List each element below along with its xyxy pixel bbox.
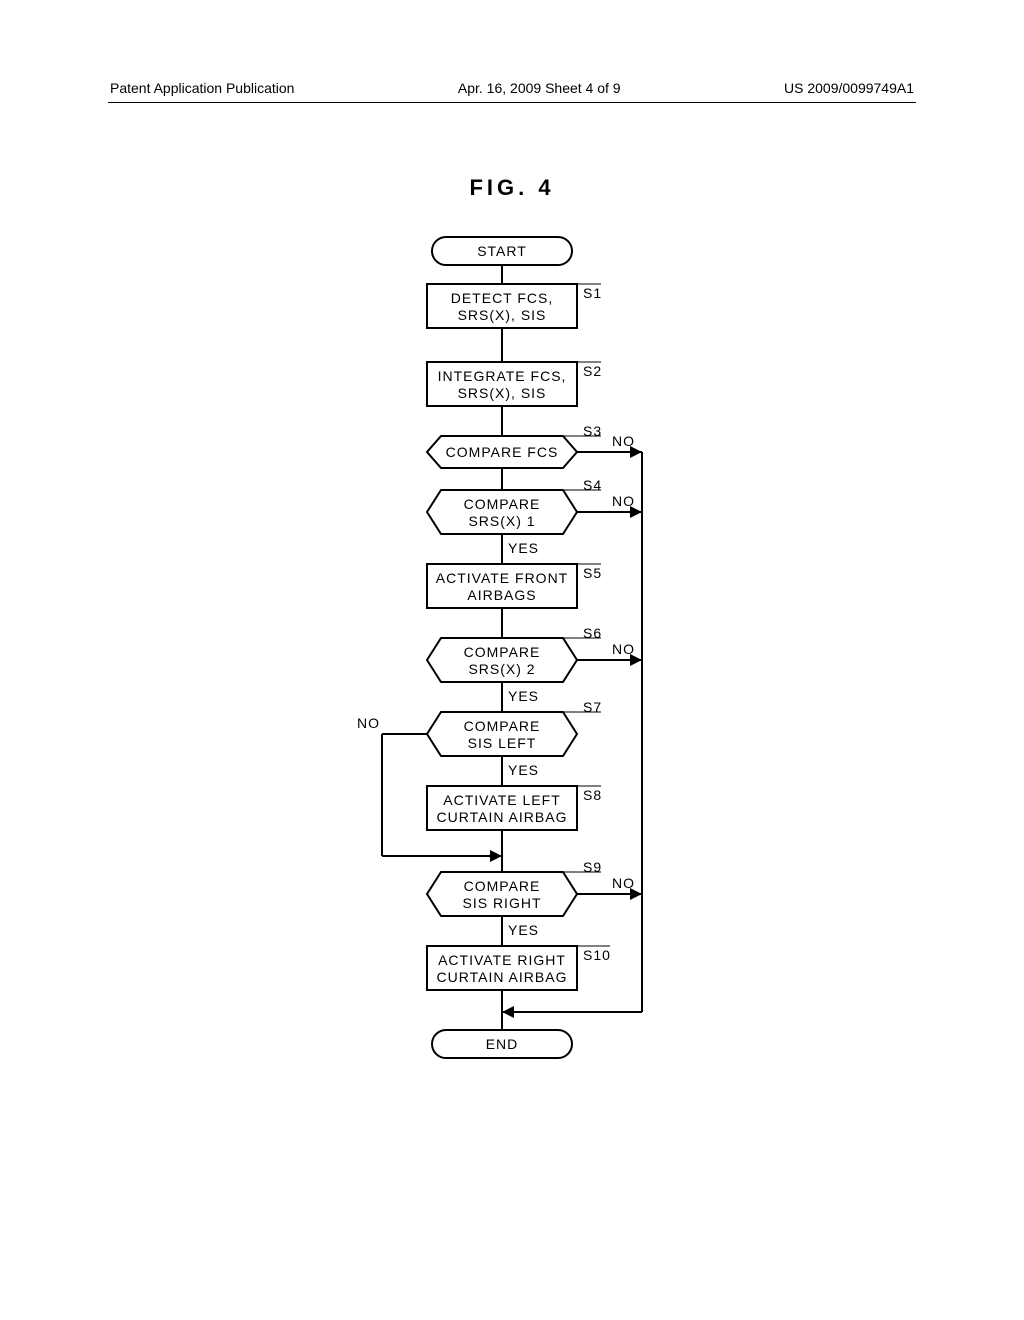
s9-yes: YES [508, 922, 539, 938]
flowchart-svg: STARTDETECT FCS,SRS(X), SISS1INTEGRATE F… [352, 222, 752, 1182]
svg-text:COMPARE: COMPARE [464, 718, 541, 734]
s5-node-label: S5 [583, 565, 602, 581]
header-center: Apr. 16, 2009 Sheet 4 of 9 [458, 80, 621, 96]
header-left: Patent Application Publication [110, 80, 294, 96]
s6-no: NO [612, 641, 635, 657]
svg-text:INTEGRATE FCS,: INTEGRATE FCS, [438, 368, 567, 384]
start-node-text: START [477, 243, 527, 259]
page-header: Patent Application Publication Apr. 16, … [0, 80, 1024, 96]
svg-text:COMPARE FCS: COMPARE FCS [446, 444, 559, 460]
svg-text:COMPARE: COMPARE [464, 644, 541, 660]
svg-text:SRS(X), SIS: SRS(X), SIS [458, 385, 547, 401]
s7-no: NO [357, 715, 380, 731]
svg-text:COMPARE: COMPARE [464, 878, 541, 894]
s9-no: NO [612, 875, 635, 891]
figure-title: FIG. 4 [0, 175, 1024, 201]
svg-text:ACTIVATE FRONT: ACTIVATE FRONT [436, 570, 568, 586]
flowchart: STARTDETECT FCS,SRS(X), SISS1INTEGRATE F… [352, 222, 752, 1187]
svg-text:SIS LEFT: SIS LEFT [468, 735, 537, 751]
header-right: US 2009/0099749A1 [784, 80, 914, 96]
svg-text:CURTAIN AIRBAG: CURTAIN AIRBAG [437, 809, 568, 825]
s6-node-label: S6 [583, 625, 602, 641]
s1-node-label: S1 [583, 285, 602, 301]
s3-no: NO [612, 433, 635, 449]
svg-text:ACTIVATE RIGHT: ACTIVATE RIGHT [438, 952, 566, 968]
s7-yes: YES [508, 762, 539, 778]
svg-text:ACTIVATE LEFT: ACTIVATE LEFT [443, 792, 561, 808]
end-node-text: END [486, 1036, 519, 1052]
svg-text:SRS(X) 2: SRS(X) 2 [468, 661, 535, 677]
svg-text:CURTAIN AIRBAG: CURTAIN AIRBAG [437, 969, 568, 985]
s4-node-label: S4 [583, 477, 602, 493]
svg-text:DETECT FCS,: DETECT FCS, [451, 290, 554, 306]
s7-node-label: S7 [583, 699, 602, 715]
svg-text:SRS(X) 1: SRS(X) 1 [468, 513, 535, 529]
svg-text:SIS RIGHT: SIS RIGHT [462, 895, 541, 911]
s9-node-label: S9 [583, 859, 602, 875]
svg-text:COMPARE: COMPARE [464, 496, 541, 512]
s8-node-label: S8 [583, 787, 602, 803]
svg-text:SRS(X), SIS: SRS(X), SIS [458, 307, 547, 323]
header-rule [108, 102, 916, 103]
s10-node-label: S10 [583, 947, 611, 963]
svg-text:AIRBAGS: AIRBAGS [467, 587, 536, 603]
s3-node-label: S3 [583, 423, 602, 439]
s6-yes: YES [508, 688, 539, 704]
s2-node-label: S2 [583, 363, 602, 379]
s4-no: NO [612, 493, 635, 509]
s4-yes: YES [508, 540, 539, 556]
